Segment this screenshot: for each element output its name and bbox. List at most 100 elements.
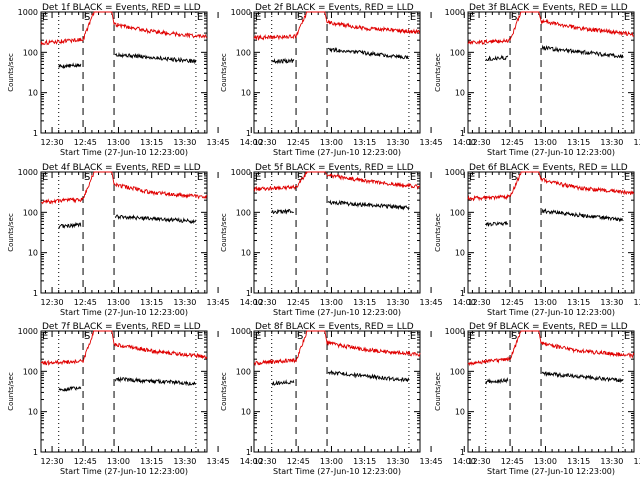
marker-left-e: E (469, 331, 475, 342)
x-axis-label: Start Time (27-Jun-10 12:23:00) (60, 467, 188, 476)
x-tick-label: 14:00 (240, 298, 263, 307)
detector-panel-5: Det 5f BLACK = Events, RED = LLD 1 10 100 10… (220, 163, 476, 317)
panel-title: Det 6f BLACK = Events, RED = LLD (469, 163, 628, 173)
y-tick-label: 1000 (231, 8, 251, 17)
x-tick-label: 13:15 (353, 138, 376, 147)
marker-s: S (297, 172, 303, 183)
x-tick-label: 13:30 (386, 138, 409, 147)
y-axis-label: Counts/sec (220, 53, 228, 92)
x-tick-label: 13:15 (567, 298, 590, 307)
plot-frame (467, 11, 635, 134)
marker-right-e: E (410, 331, 416, 342)
marker-s: S (297, 12, 303, 23)
x-tick-label: 14:00 (453, 298, 476, 307)
y-tick-label: 100 (450, 367, 465, 376)
x-axis-label: Start Time (27-Jun-10 12:23:00) (273, 467, 401, 476)
y-tick-label: 100 (236, 48, 251, 57)
x-tick-label: 13:30 (173, 138, 196, 147)
events-series-line (58, 62, 82, 69)
marker-right-e: E (624, 331, 630, 342)
x-tick-label: 13:45 (207, 138, 230, 147)
lld-series-line (254, 330, 421, 367)
x-tick-label: 13:15 (353, 457, 376, 466)
x-tick-label: 13:30 (600, 298, 623, 307)
plot-frame (40, 11, 208, 134)
panel-title: Det 3f BLACK = Events, RED = LLD (469, 3, 628, 13)
detector-panel-8: Det 8f BLACK = Events, RED = LLD 1 10 100 10… (220, 322, 476, 476)
marker-right-e: E (410, 12, 416, 23)
y-axis-label: Counts/sec (7, 53, 15, 92)
y-tick-label: 10 (28, 89, 38, 98)
marker-left-e: E (255, 331, 261, 342)
y-axis-label: Counts/sec (434, 372, 442, 411)
events-series-line (485, 54, 509, 62)
lld-series-line (40, 330, 208, 366)
y-tick-label: 10 (455, 408, 465, 417)
y-tick-label: 1 (33, 129, 38, 138)
y-axis-label: Counts/sec (220, 213, 228, 252)
events-series-line (114, 214, 197, 225)
y-tick-label: 100 (23, 367, 38, 376)
marker-left-e: E (42, 12, 48, 23)
y-tick-label: 1 (246, 129, 251, 138)
x-tick-label: 12:45 (501, 457, 524, 466)
y-axis-label: Counts/sec (7, 372, 15, 411)
x-tick-label: 13:00 (534, 138, 557, 147)
x-tick-label: 13:45 (420, 457, 443, 466)
x-tick-label: 12:45 (74, 457, 97, 466)
marker-right-e: E (197, 12, 203, 23)
x-tick-label: 12:45 (287, 457, 310, 466)
panel-title: Det 1f BLACK = Events, RED = LLD (42, 3, 201, 13)
marker-s: S (511, 12, 517, 23)
y-tick-label: 1000 (231, 168, 251, 177)
y-tick-label: 100 (236, 208, 251, 217)
marker-s: S (511, 172, 517, 183)
y-tick-label: 10 (241, 249, 251, 258)
y-tick-label: 10 (455, 249, 465, 258)
events-series-line (58, 385, 82, 392)
y-tick-label: 10 (241, 408, 251, 417)
marker-left-e: E (469, 172, 475, 183)
y-tick-label: 1000 (18, 168, 38, 177)
x-tick-label: 13:15 (567, 138, 590, 147)
y-tick-label: 100 (23, 208, 38, 217)
x-tick-label: 13:45 (420, 138, 443, 147)
x-tick-label: 12:30 (468, 298, 491, 307)
x-tick-label: 12:30 (41, 298, 64, 307)
events-series-line (541, 44, 624, 59)
x-axis-label: Start Time (27-Jun-10 12:23:00) (487, 308, 615, 317)
y-axis-label: Counts/sec (434, 53, 442, 92)
x-tick-label: 14:00 (240, 138, 263, 147)
plot-frame (467, 330, 635, 453)
x-axis-label: Start Time (27-Jun-10 12:23:00) (273, 308, 401, 317)
lld-series-line (40, 11, 208, 46)
y-tick-label: 10 (241, 89, 251, 98)
marker-s: S (511, 331, 517, 342)
lld-series-line (467, 330, 635, 367)
x-tick-label: 12:45 (74, 298, 97, 307)
x-tick-label: 12:30 (254, 138, 277, 147)
x-tick-label: 13:00 (534, 457, 557, 466)
events-series-line (541, 207, 624, 223)
marker-right-e: E (197, 331, 203, 342)
x-tick-label: 13:15 (567, 457, 590, 466)
y-tick-label: 1 (460, 289, 465, 298)
y-tick-label: 1 (33, 448, 38, 457)
detector-panel-4: Det 4f BLACK = Events, RED = LLD 1 10 100 10… (7, 163, 263, 317)
x-tick-label: 13:30 (173, 457, 196, 466)
y-tick-label: 10 (28, 408, 38, 417)
plot-frame (40, 330, 208, 453)
lld-series-line (253, 11, 421, 41)
marker-right-e: E (624, 12, 630, 23)
plot-frame (40, 171, 208, 294)
marker-left-e: E (255, 172, 261, 183)
plot-frame (253, 171, 421, 294)
x-axis-label: Start Time (27-Jun-10 12:23:00) (487, 467, 615, 476)
x-tick-label: 13:15 (140, 138, 163, 147)
events-series-line (485, 377, 509, 385)
x-tick-label: 13:15 (353, 298, 376, 307)
y-tick-label: 1 (460, 448, 465, 457)
y-tick-label: 1 (33, 289, 38, 298)
x-tick-label: 13:00 (534, 298, 557, 307)
events-series-line (114, 376, 197, 387)
